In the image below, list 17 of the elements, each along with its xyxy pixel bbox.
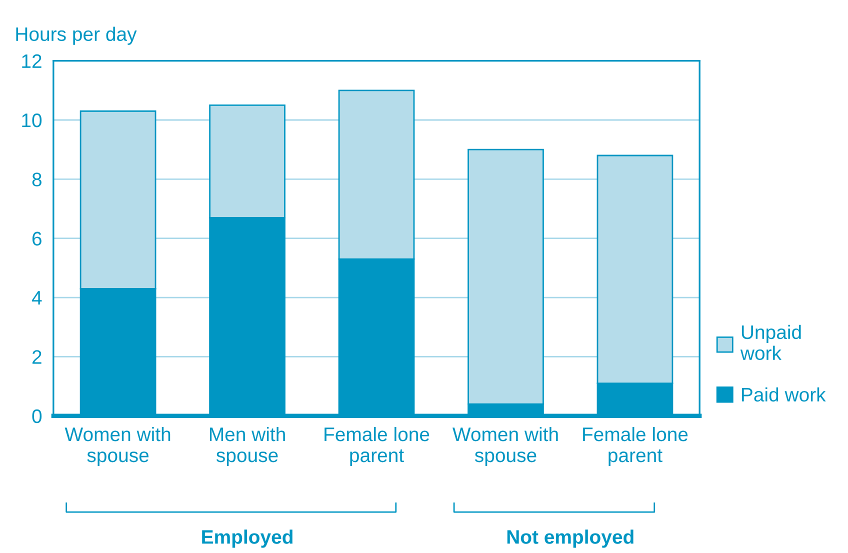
y-tick-label: 4 <box>32 291 42 305</box>
legend-label: Unpaid work <box>740 324 801 360</box>
x-tick-label: Women with spouse <box>64 426 170 466</box>
text: Not employed <box>507 530 634 548</box>
x-tick-label: Men with spouse <box>210 426 285 466</box>
y-tick-label: 8 <box>32 172 42 186</box>
y-tick-label: 6 <box>32 232 42 246</box>
text: Employed <box>202 530 292 548</box>
y-axis-title: Hours per day <box>16 26 137 45</box>
legend-label: Paid work <box>742 387 826 402</box>
y-tick-label: 0 <box>32 409 42 424</box>
x-tick-label: Female lone parent <box>324 426 430 466</box>
x-tick-label: Women with spouse <box>452 426 558 466</box>
x-tick-label: Female lone parent <box>583 426 688 466</box>
y-tick-label: 12 <box>22 54 42 68</box>
y-tick-label: 10 <box>22 113 42 128</box>
y-tick-label: 2 <box>32 350 42 364</box>
